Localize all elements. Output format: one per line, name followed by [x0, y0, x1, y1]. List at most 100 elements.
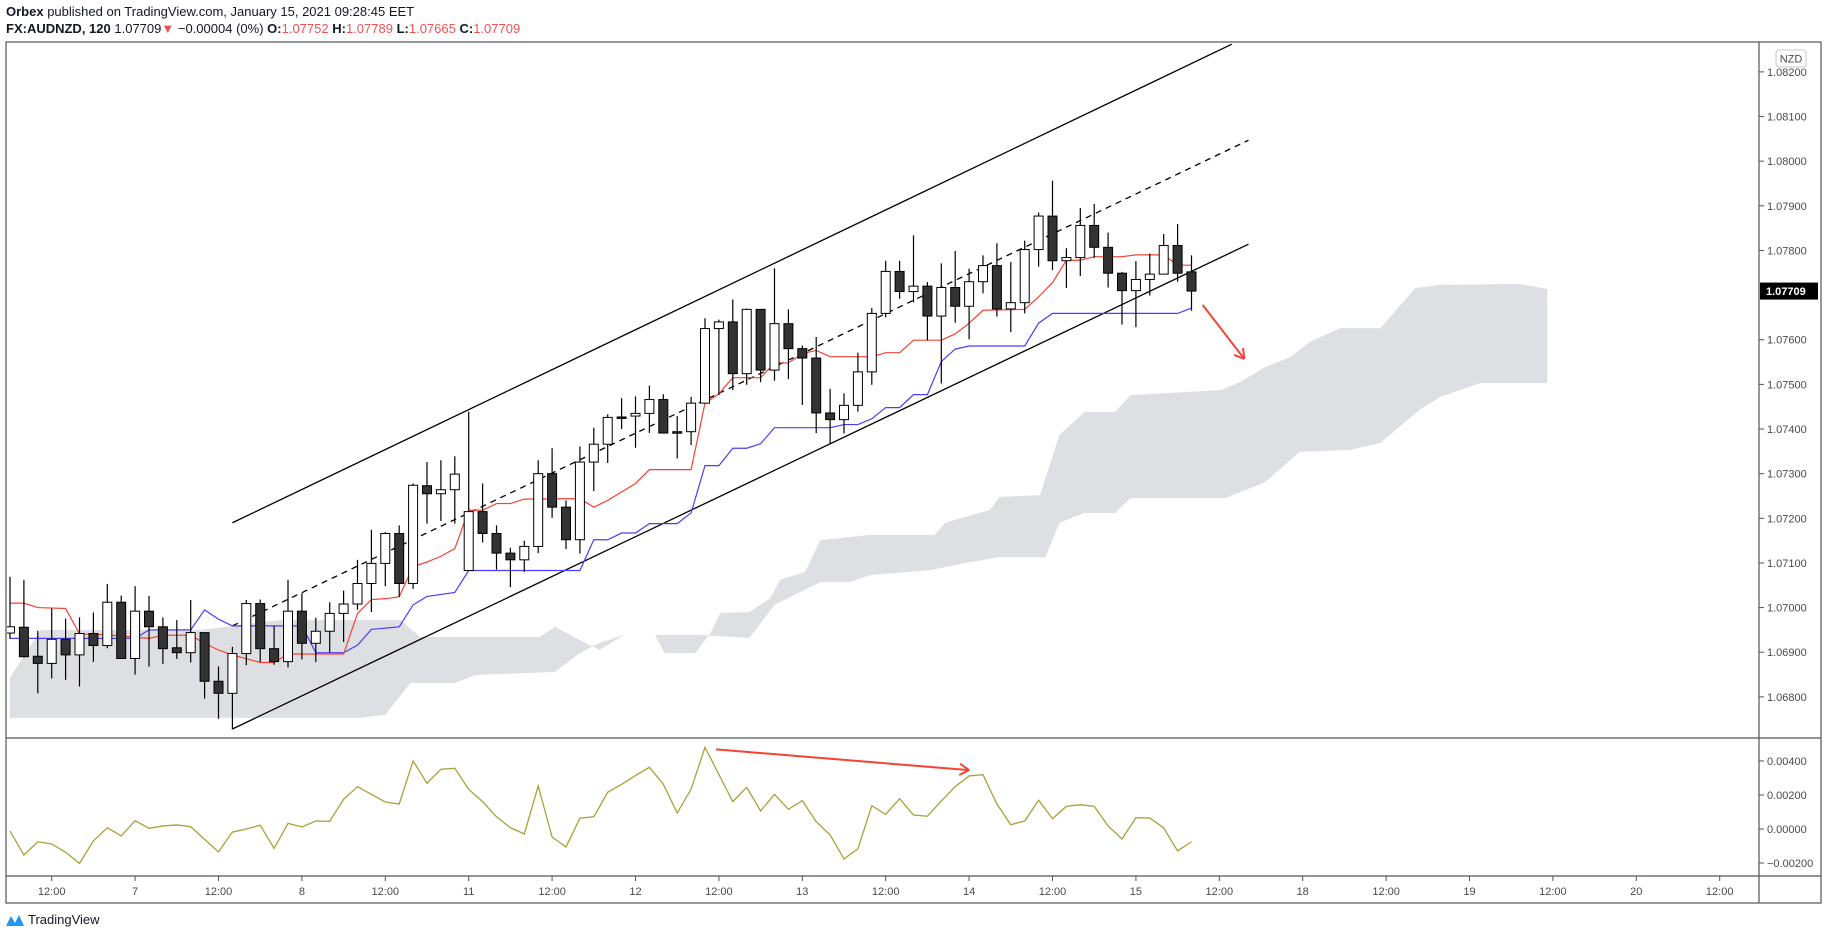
candle[interactable]	[616, 398, 627, 430]
oscillator-axis[interactable]: 0.00400 0.00200 0.00000 −0.00200	[1759, 756, 1813, 870]
candle[interactable]	[1103, 232, 1114, 288]
tradingview-logo[interactable]: TradingView	[5, 912, 100, 927]
candle[interactable]	[1047, 180, 1058, 271]
candle[interactable]	[1089, 204, 1100, 259]
candle[interactable]	[755, 308, 766, 383]
candle[interactable]	[269, 625, 280, 665]
candle[interactable]	[519, 540, 530, 572]
divergence-arrow[interactable]	[716, 748, 970, 776]
candle[interactable]	[686, 396, 697, 446]
candle[interactable]	[310, 617, 321, 663]
time-axis[interactable]: 12:00 7 12:00 8 12:00 11 12:00 12 12:00 13 12:00 14…	[38, 876, 1734, 898]
candle[interactable]	[644, 385, 655, 434]
candle[interactable]	[978, 255, 988, 294]
candle[interactable]	[561, 500, 571, 550]
candle[interactable]	[88, 612, 99, 663]
candle[interactable]	[185, 600, 196, 663]
candle[interactable]	[922, 282, 933, 341]
candle[interactable]	[825, 388, 836, 445]
candle[interactable]	[394, 525, 405, 597]
candle[interactable]	[60, 618, 71, 680]
candle[interactable]	[964, 268, 975, 340]
candle[interactable]	[6, 576, 15, 639]
candle[interactable]	[1075, 208, 1086, 276]
price-axis[interactable]: 1.08200 1.08100 1.08000 1.07900 1.07800 1.076…	[1759, 67, 1807, 704]
candle[interactable]	[366, 529, 377, 613]
candle[interactable]	[199, 632, 210, 699]
currency-badge[interactable]: NZD	[1775, 49, 1807, 68]
candle[interactable]	[241, 600, 252, 666]
candle[interactable]	[116, 595, 127, 659]
candle[interactable]	[130, 586, 141, 675]
candle[interactable]	[630, 396, 641, 448]
candle[interactable]	[324, 602, 335, 653]
candle[interactable]	[797, 345, 808, 405]
candle[interactable]	[477, 483, 488, 543]
candle[interactable]	[171, 620, 182, 659]
candle[interactable]	[852, 352, 863, 412]
candle[interactable]	[380, 532, 391, 587]
candle[interactable]	[102, 583, 113, 649]
candle[interactable]	[533, 460, 544, 554]
candle[interactable]	[1158, 233, 1169, 275]
candle[interactable]	[991, 243, 1002, 317]
candle[interactable]	[74, 617, 85, 687]
candle[interactable]	[894, 260, 905, 299]
candle[interactable]	[811, 337, 822, 434]
candle[interactable]	[46, 608, 57, 679]
channel-upper-line[interactable]	[232, 43, 1233, 524]
candle[interactable]	[1061, 248, 1072, 288]
candle[interactable]	[547, 448, 558, 518]
candle[interactable]	[658, 394, 669, 434]
candle[interactable]	[1172, 224, 1183, 282]
candle[interactable]	[700, 318, 710, 404]
candle[interactable]	[1130, 261, 1141, 328]
candle[interactable]	[283, 579, 293, 668]
symbol-name[interactable]: FX:AUDNZD, 120	[6, 21, 111, 36]
candle[interactable]	[227, 646, 238, 730]
candle[interactable]	[352, 559, 363, 610]
candle[interactable]	[213, 666, 224, 719]
candle-body	[1158, 245, 1169, 275]
candle[interactable]	[338, 590, 349, 642]
candle[interactable]	[866, 308, 877, 385]
candle[interactable]	[713, 319, 724, 396]
candle[interactable]	[727, 299, 738, 391]
candle[interactable]	[435, 460, 446, 521]
candle[interactable]	[1144, 253, 1155, 296]
candle[interactable]	[672, 416, 683, 459]
channel-lower-line[interactable]	[232, 243, 1249, 730]
candle[interactable]	[408, 483, 419, 589]
candle[interactable]	[1005, 262, 1016, 333]
candle[interactable]	[936, 263, 947, 384]
candle[interactable]	[839, 393, 849, 434]
candle[interactable]	[741, 308, 752, 385]
candle[interactable]	[449, 456, 460, 524]
candle[interactable]	[769, 268, 780, 381]
candle[interactable]	[1033, 212, 1044, 267]
candle[interactable]	[602, 414, 613, 463]
candle[interactable]	[491, 525, 502, 570]
candle[interactable]	[950, 250, 961, 323]
candle[interactable]	[505, 547, 516, 588]
bearish-arrow[interactable]	[1201, 304, 1246, 360]
candle[interactable]	[296, 593, 307, 660]
candle[interactable]	[1186, 255, 1197, 311]
candle[interactable]	[574, 446, 585, 554]
candle[interactable]	[1019, 240, 1030, 314]
candle-body	[811, 357, 822, 414]
candle[interactable]	[255, 599, 266, 663]
candle[interactable]	[880, 260, 891, 318]
candle[interactable]	[463, 411, 474, 572]
candle[interactable]	[783, 309, 794, 380]
candle[interactable]	[422, 462, 432, 524]
candle[interactable]	[908, 235, 919, 303]
candle[interactable]	[144, 595, 154, 667]
candle[interactable]	[1117, 271, 1127, 325]
candle-body	[755, 308, 766, 371]
candle[interactable]	[32, 630, 43, 694]
candle[interactable]	[18, 579, 29, 658]
candle[interactable]	[157, 617, 168, 664]
candle[interactable]	[588, 427, 599, 492]
